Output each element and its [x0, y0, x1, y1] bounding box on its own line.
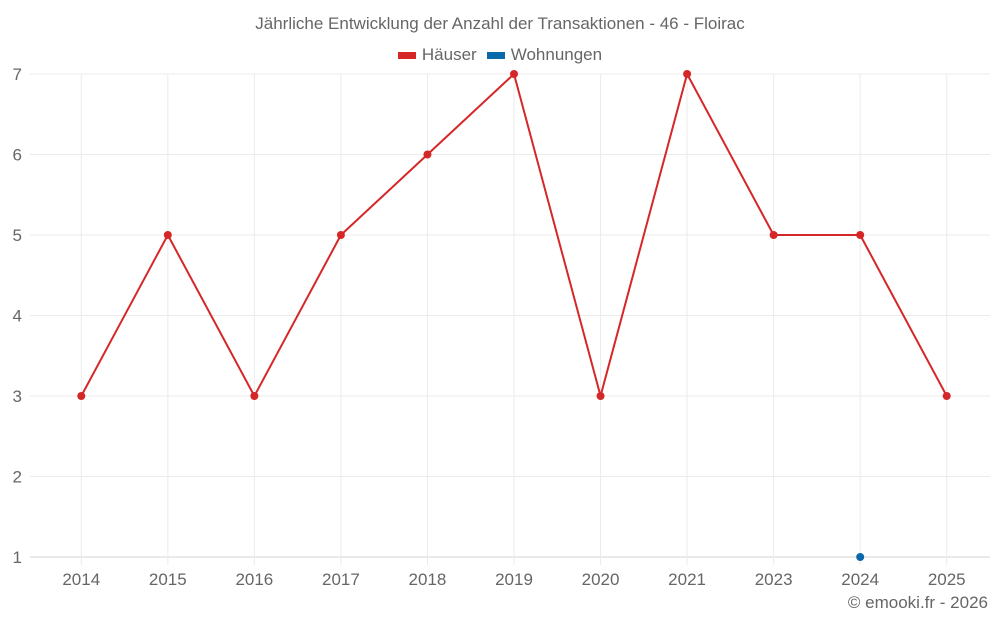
x-tick-label: 2014: [62, 570, 100, 589]
data-point[interactable]: [683, 70, 692, 78]
data-point[interactable]: [336, 231, 345, 239]
x-tick-label: 2015: [149, 570, 187, 589]
chart-title: Jährliche Entwicklung der Anzahl der Tra…: [255, 14, 745, 33]
series-layer: [77, 70, 951, 561]
y-axis: 1 2 3 4 5 6 7: [13, 65, 22, 567]
data-point[interactable]: [856, 231, 865, 239]
data-point[interactable]: [77, 392, 86, 400]
data-point[interactable]: [856, 553, 865, 561]
y-tick-label: 4: [13, 307, 22, 326]
y-tick-label: 3: [13, 387, 22, 406]
y-tick-label: 1: [13, 548, 22, 567]
data-point[interactable]: [250, 392, 259, 400]
x-tick-label: 2018: [409, 570, 447, 589]
data-point[interactable]: [942, 392, 951, 400]
series-wohnungen: [856, 553, 865, 561]
data-point[interactable]: [163, 231, 172, 239]
x-tick-label: 2020: [582, 570, 620, 589]
legend-item-haeuser[interactable]: Häuser: [397, 45, 477, 65]
x-tick-label: 2016: [235, 570, 273, 589]
x-tick-label: 2024: [841, 570, 879, 589]
grid: [30, 73, 990, 565]
legend-label-haeuser: Häuser: [421, 45, 477, 64]
series-häuser: [77, 70, 951, 400]
x-axis: 2014 2015 2016 2017 2018 2019 2020 2021 2023 2024…: [62, 570, 965, 589]
data-point[interactable]: [510, 70, 518, 78]
y-tick-label: 2: [13, 468, 22, 487]
x-tick-label: 2025: [928, 570, 966, 589]
legend-swatch-wohnungen: [486, 51, 505, 59]
legend: Häuser Wohnungen: [0, 45, 1000, 65]
data-point[interactable]: [596, 392, 605, 400]
x-tick-label: 2019: [495, 570, 533, 589]
x-tick-label: 2017: [322, 570, 360, 589]
x-tick-label: 2021: [668, 570, 706, 589]
data-point[interactable]: [769, 231, 778, 239]
y-tick-label: 6: [13, 146, 22, 165]
legend-label-wohnungen: Wohnungen: [510, 45, 603, 64]
y-tick-label: 7: [13, 65, 22, 84]
x-tick-label: 2023: [755, 570, 793, 589]
credit-text: © emooki.fr - 2026: [847, 593, 988, 612]
y-tick-label: 5: [13, 226, 22, 245]
data-point[interactable]: [423, 150, 432, 159]
legend-swatch-haeuser: [397, 51, 416, 59]
legend-item-wohnungen[interactable]: Wohnungen: [486, 45, 603, 65]
